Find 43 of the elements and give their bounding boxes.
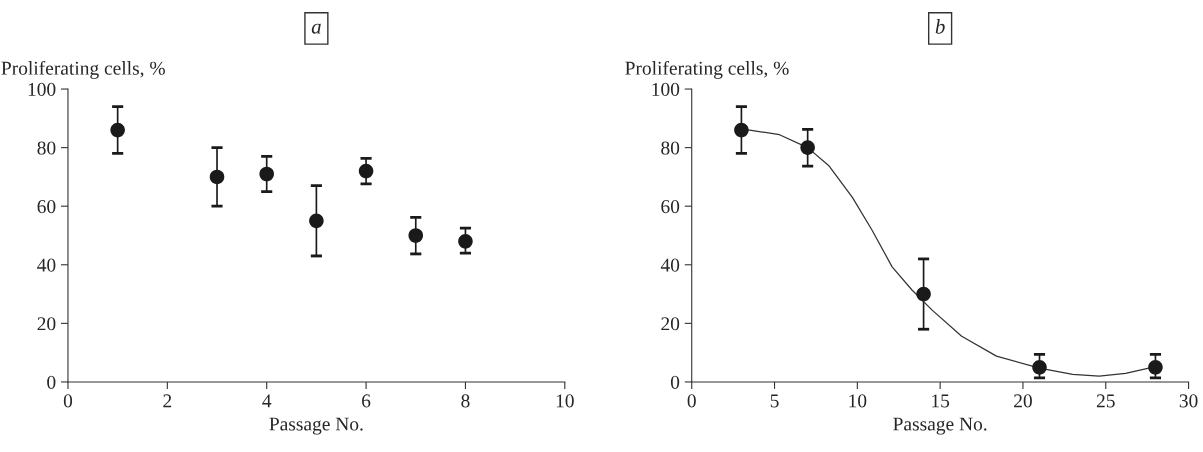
y-tick-label: 80 xyxy=(661,141,680,155)
x-tick-label: 0 xyxy=(687,394,696,408)
y-tick-label: 20 xyxy=(37,317,56,331)
point xyxy=(309,213,324,229)
point xyxy=(110,122,125,138)
point xyxy=(259,166,274,182)
y-tick-label: 20 xyxy=(661,317,680,331)
point xyxy=(408,228,424,243)
y-axis-title: Proliferating cells, % xyxy=(625,60,789,79)
x-tick-label: 20 xyxy=(1014,394,1032,408)
y-tick-label: 40 xyxy=(660,258,680,272)
point xyxy=(358,163,374,179)
x-axis-title: Passage No. xyxy=(893,417,987,435)
point xyxy=(734,122,749,138)
y-tick-label: 80 xyxy=(37,141,56,155)
x-axis-title: Passage No. xyxy=(269,417,363,435)
x-tick-label: 8 xyxy=(461,394,470,408)
y-tick-label: 60 xyxy=(37,200,56,214)
x-tick-label: 15 xyxy=(932,394,950,408)
x-tick-label: 5 xyxy=(770,394,779,408)
x-tick-label: 6 xyxy=(362,394,371,408)
point xyxy=(209,169,225,185)
y-tick-label: 60 xyxy=(661,200,680,214)
x-tick-label: 30 xyxy=(1179,394,1198,408)
y-axis-title: Proliferating cells, % xyxy=(1,60,165,79)
x-tick-label: 25 xyxy=(1096,394,1115,408)
point xyxy=(1148,360,1163,375)
x-tick-label: 10 xyxy=(556,394,574,408)
y-tick-label: 0 xyxy=(47,375,56,389)
y-tick-label: 100 xyxy=(28,82,56,96)
point xyxy=(1032,360,1047,375)
point xyxy=(916,286,931,302)
point xyxy=(458,234,473,249)
point xyxy=(800,140,815,155)
chart-title: b xyxy=(935,19,945,34)
y-tick-label: 40 xyxy=(37,258,56,272)
x-tick-label: 0 xyxy=(63,394,73,408)
x-tick-label: 2 xyxy=(163,394,172,408)
x-tick-label: 10 xyxy=(849,394,867,408)
chart-title: a xyxy=(311,23,321,34)
x-tick-label: 4 xyxy=(262,394,272,408)
y-tick-label: 100 xyxy=(652,82,680,96)
y-tick-label: 0 xyxy=(670,375,680,389)
